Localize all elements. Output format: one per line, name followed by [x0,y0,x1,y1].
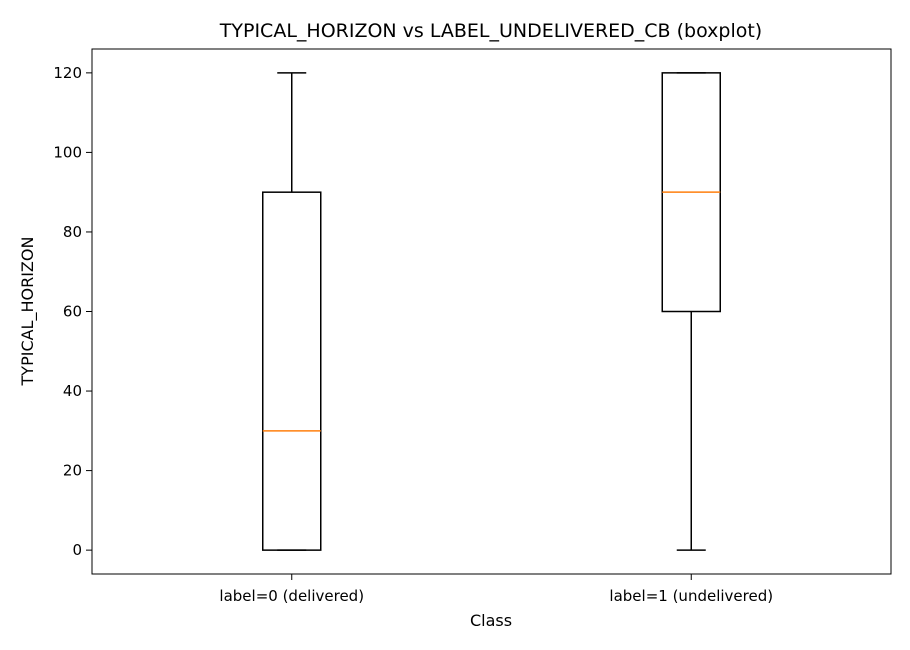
y-tick-label-3: 60 [63,303,82,321]
y-tick-label-4: 80 [63,223,82,241]
y-tick-label-0: 0 [72,541,82,559]
y-tick-label-6: 120 [53,64,82,82]
y-tick-label-2: 40 [63,382,82,400]
plot-area: 0 20 40 60 80 100 120 label=0 (delivered) label=… [53,48,892,605]
y-tick-label-1: 20 [63,462,82,480]
x-axis-label: Class [470,611,512,630]
axes-frame [91,48,892,575]
x-tick-label-1: label=1 (undelivered) [609,587,773,605]
x-tick-label-0: label=0 (delivered) [219,587,364,605]
y-tick-label-5: 100 [53,143,82,161]
box-0 [262,191,322,551]
chart-title: TYPICAL_HORIZON vs LABEL_UNDELIVERED_CB … [219,20,762,42]
y-axis-label: TYPICAL_HORIZON [18,237,38,387]
